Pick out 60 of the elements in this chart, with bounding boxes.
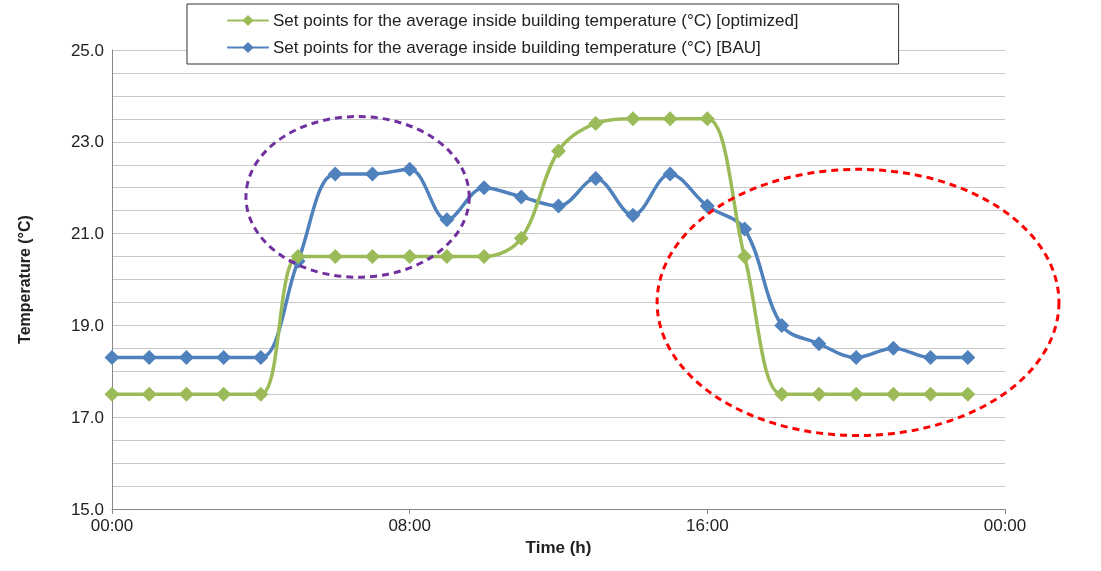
point — [513, 230, 529, 246]
point — [960, 386, 976, 402]
point — [439, 212, 455, 228]
point — [216, 350, 232, 366]
point — [848, 350, 864, 366]
legend-label: Set points for the average inside building temperature (°C) [optimized] — [273, 11, 799, 30]
point — [178, 350, 194, 366]
point — [476, 180, 492, 196]
point — [402, 161, 418, 177]
point — [141, 350, 157, 366]
point — [364, 166, 380, 182]
y-tick-label: 17.0 — [70, 407, 104, 427]
point — [662, 111, 678, 127]
point — [253, 350, 269, 366]
x-tick-label: 16:00 — [686, 516, 729, 535]
legend-label: Set points for the average inside building temperature (°C) [BAU] — [273, 38, 761, 57]
y-tick-label: 21.0 — [70, 224, 104, 244]
point — [737, 249, 753, 265]
point — [327, 166, 343, 182]
point — [104, 350, 120, 366]
point — [885, 340, 901, 356]
point — [848, 386, 864, 402]
point — [699, 111, 715, 127]
y-axis-title: Temperature (°C) — [15, 215, 33, 344]
x-tick-label: 00:00 — [983, 516, 1027, 535]
y-tick-label: 15.0 — [70, 499, 104, 519]
point — [290, 249, 306, 265]
x-tick-label: 00:00 — [90, 516, 134, 535]
point — [402, 249, 418, 265]
y-tick-label: 19.0 — [70, 315, 104, 335]
point — [811, 336, 827, 352]
point — [625, 207, 641, 223]
point — [625, 111, 641, 127]
point — [513, 189, 529, 205]
point — [551, 143, 566, 159]
point — [960, 350, 976, 366]
point — [216, 386, 232, 402]
point — [551, 198, 566, 214]
point — [774, 317, 790, 333]
point — [141, 386, 157, 402]
x-axis-title: Time (h) — [525, 537, 592, 557]
x-tick-label: 08:00 — [388, 516, 431, 535]
point — [104, 386, 120, 402]
y-tick-label: 23.0 — [70, 132, 104, 152]
point — [588, 115, 604, 131]
point — [178, 386, 194, 402]
point — [923, 386, 939, 402]
point — [774, 386, 790, 402]
point — [327, 249, 343, 265]
y-tick-label: 25.0 — [70, 40, 104, 60]
point — [885, 386, 901, 402]
point — [662, 166, 678, 182]
point — [699, 198, 715, 214]
point — [439, 249, 455, 265]
point — [253, 386, 269, 402]
point — [364, 249, 380, 265]
point — [923, 350, 939, 366]
point — [588, 171, 604, 187]
point — [811, 386, 827, 402]
point — [476, 249, 492, 265]
